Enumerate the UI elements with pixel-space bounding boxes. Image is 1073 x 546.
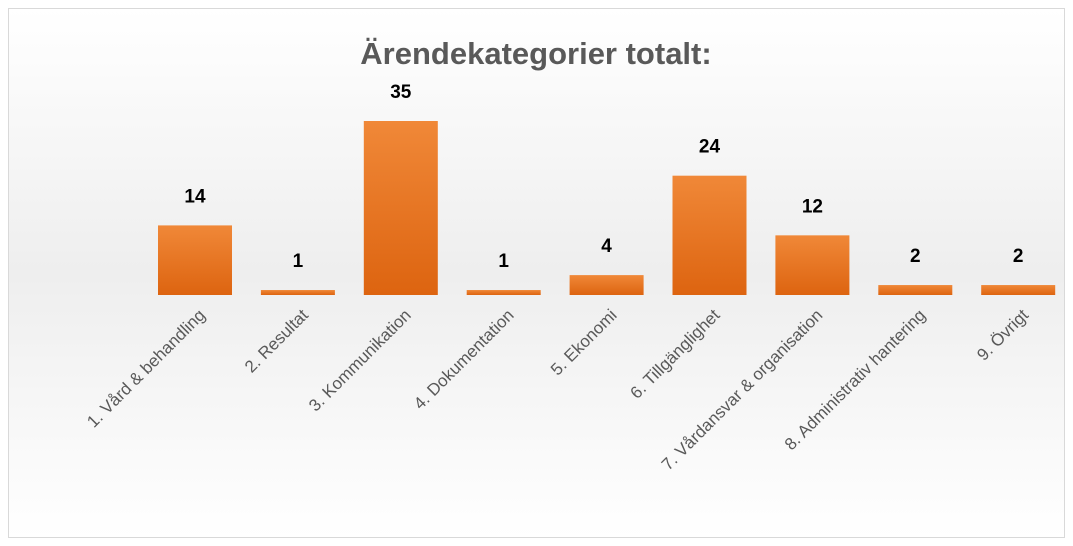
bar xyxy=(158,225,232,295)
data-label: 35 xyxy=(390,82,412,103)
bar xyxy=(363,121,438,295)
bar xyxy=(260,290,335,295)
data-label: 24 xyxy=(699,137,721,158)
data-label: 12 xyxy=(802,196,823,217)
bar xyxy=(878,285,953,295)
chart-title: Ärendekategorier totalt: xyxy=(360,36,711,71)
data-label: 2 xyxy=(1013,246,1024,267)
bar xyxy=(672,175,747,295)
data-label: 4 xyxy=(601,236,612,257)
bar xyxy=(569,275,644,295)
data-label: 14 xyxy=(184,186,206,207)
bar xyxy=(775,235,850,295)
bar xyxy=(466,290,541,295)
data-label: 1 xyxy=(293,251,304,272)
data-label: 2 xyxy=(910,246,921,267)
bar xyxy=(981,285,1056,295)
data-label: 1 xyxy=(498,251,509,272)
